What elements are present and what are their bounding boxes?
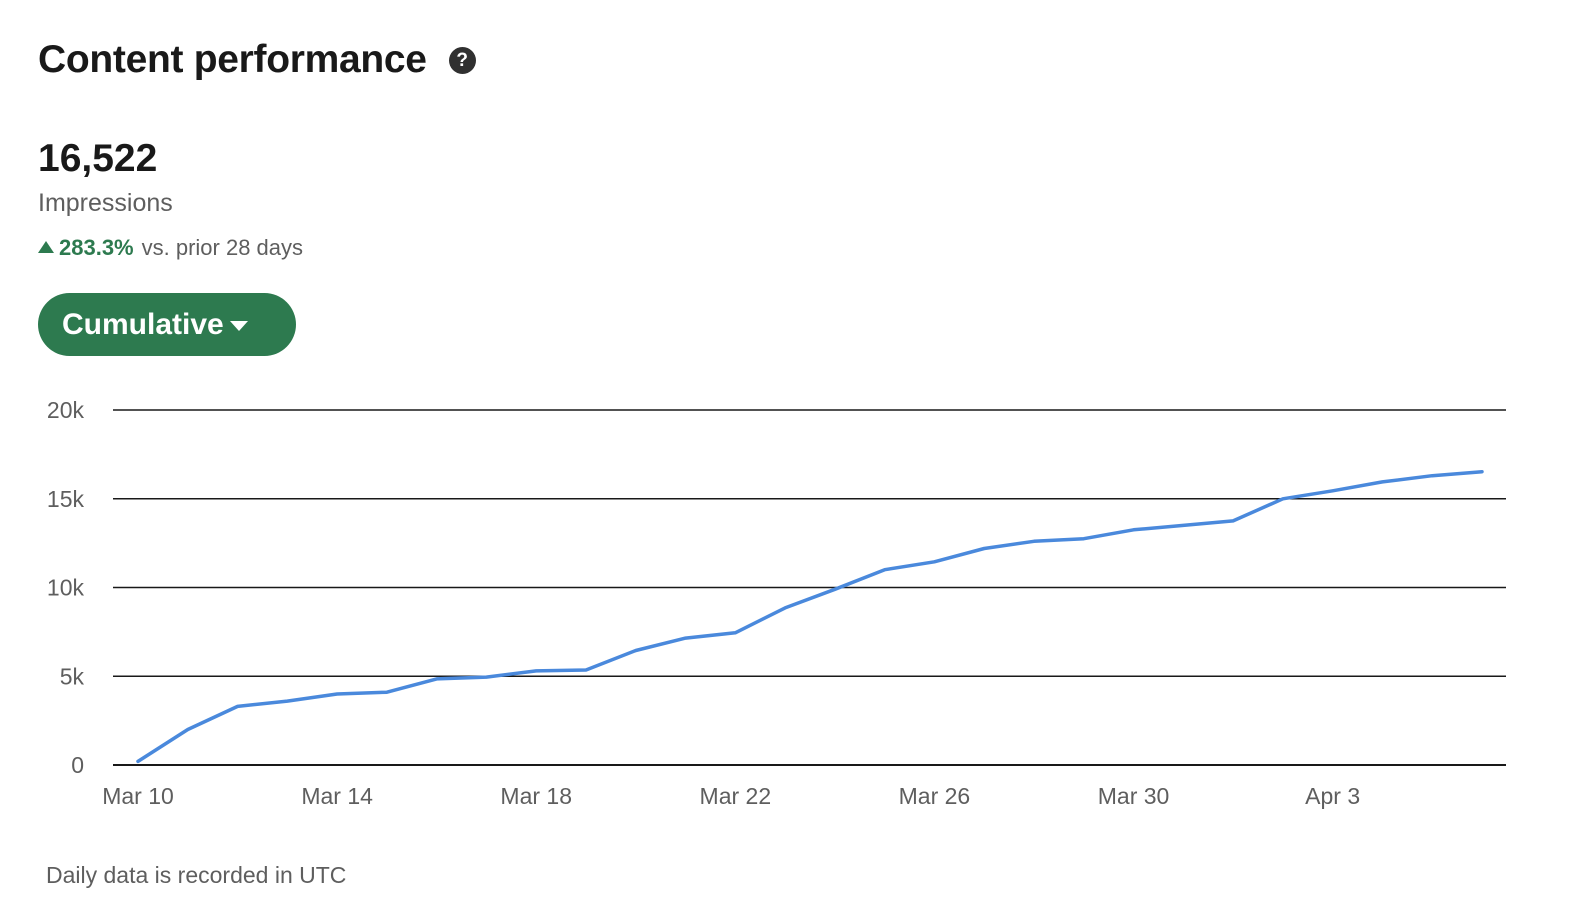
x-tick-label: Apr 3 bbox=[1305, 783, 1360, 809]
question-circle-icon[interactable]: ? bbox=[448, 46, 476, 74]
change-percent: 283.3% bbox=[59, 235, 134, 260]
data-point[interactable] bbox=[1177, 519, 1189, 531]
y-tick-label: 15k bbox=[47, 486, 85, 512]
data-point[interactable] bbox=[331, 688, 343, 700]
data-point[interactable] bbox=[1128, 524, 1140, 536]
cumulative-label: Cumulative bbox=[62, 307, 224, 341]
up-arrow-icon bbox=[38, 241, 54, 253]
data-point[interactable] bbox=[879, 564, 891, 576]
x-tick-label: Mar 22 bbox=[700, 783, 772, 809]
change-indicator: 283.3% vs. prior 28 days bbox=[38, 233, 303, 263]
impressions-value: 16,522 bbox=[38, 137, 158, 180]
data-point[interactable] bbox=[1476, 466, 1488, 478]
x-axis-ticks: Mar 10 Mar 14 Mar 18 Mar 22 Mar 26 Mar 30 Apr … bbox=[102, 783, 1360, 809]
x-tick-label: Mar 26 bbox=[899, 783, 971, 809]
data-point[interactable] bbox=[829, 583, 841, 595]
data-point[interactable] bbox=[680, 632, 692, 644]
impressions-label: Impressions bbox=[38, 189, 173, 217]
data-point[interactable] bbox=[132, 755, 144, 767]
data-point[interactable] bbox=[530, 665, 542, 677]
x-tick-label: Mar 18 bbox=[500, 783, 572, 809]
data-point[interactable] bbox=[1327, 485, 1339, 497]
y-tick-label: 5k bbox=[60, 663, 85, 689]
chart-series bbox=[132, 466, 1488, 767]
data-point[interactable] bbox=[1277, 493, 1289, 505]
change-comparison-text: vs. prior 28 days bbox=[141, 235, 304, 260]
x-tick-label: Mar 30 bbox=[1098, 783, 1170, 809]
data-point[interactable] bbox=[431, 673, 443, 685]
series-line[interactable] bbox=[136, 469, 1484, 764]
data-point[interactable] bbox=[779, 602, 791, 614]
data-point[interactable] bbox=[1227, 515, 1239, 527]
x-tick-label: Mar 10 bbox=[102, 783, 174, 809]
cumulative-dropdown-button[interactable]: Cumulative bbox=[38, 293, 296, 356]
caret-down-icon bbox=[229, 321, 248, 331]
data-point[interactable] bbox=[182, 724, 194, 736]
data-point[interactable] bbox=[580, 664, 592, 676]
data-point[interactable] bbox=[381, 686, 393, 698]
data-point[interactable] bbox=[281, 695, 293, 707]
y-tick-label: 0 bbox=[71, 752, 84, 778]
data-point[interactable] bbox=[1426, 470, 1438, 482]
y-tick-label: 10k bbox=[47, 575, 85, 601]
y-tick-label: 20k bbox=[47, 397, 85, 423]
page-title: Content performance bbox=[38, 38, 427, 81]
y-axis-ticks: 0 5k 10k 15k 20k bbox=[47, 397, 85, 778]
x-tick-label: Mar 14 bbox=[301, 783, 373, 809]
data-point[interactable] bbox=[480, 671, 492, 683]
data-point[interactable] bbox=[729, 627, 741, 639]
data-point[interactable] bbox=[1376, 476, 1388, 488]
data-point[interactable] bbox=[232, 700, 244, 712]
data-point[interactable] bbox=[928, 556, 940, 568]
chart-grid bbox=[113, 409, 1506, 766]
header: Content performance ? bbox=[38, 34, 476, 86]
data-point[interactable] bbox=[1078, 533, 1090, 545]
data-point[interactable] bbox=[630, 645, 642, 657]
data-point[interactable] bbox=[1028, 535, 1040, 547]
data-point[interactable] bbox=[978, 542, 990, 554]
utc-footnote: Daily data is recorded in UTC bbox=[46, 862, 347, 888]
